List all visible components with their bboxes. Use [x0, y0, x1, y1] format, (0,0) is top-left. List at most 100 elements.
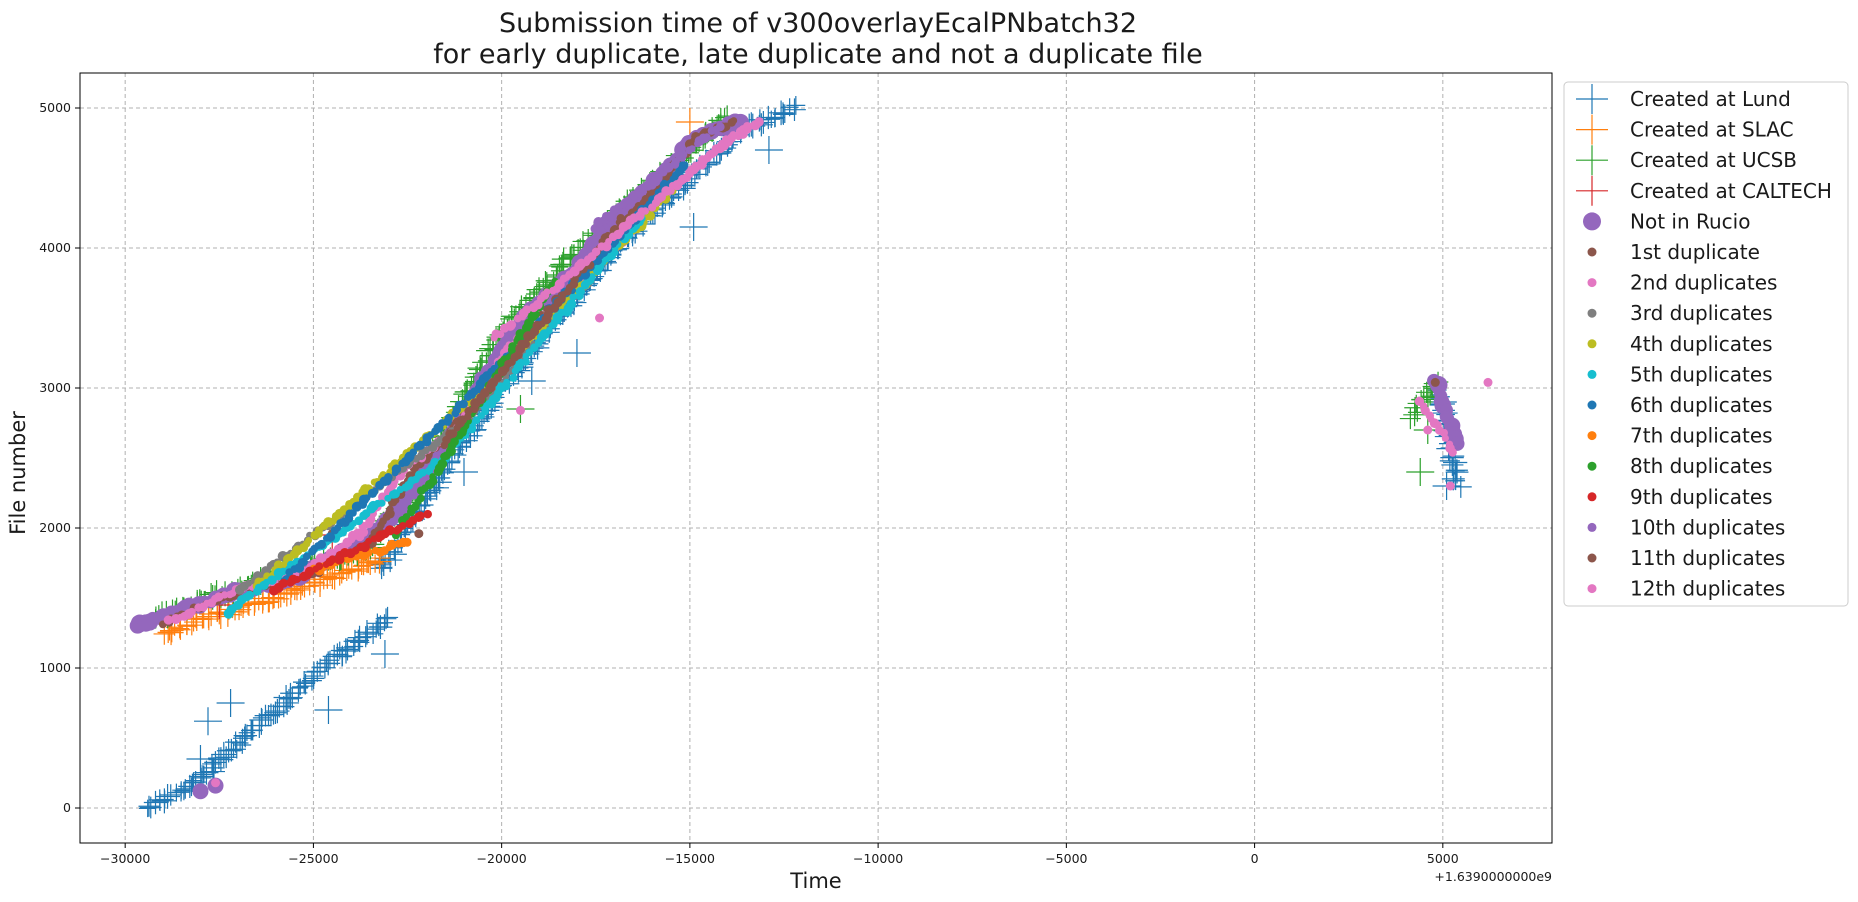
- data-point: [208, 603, 227, 622]
- legend-marker: [1587, 492, 1597, 502]
- data-point: [754, 136, 783, 164]
- series-10th-duplicates: [590, 122, 725, 234]
- legend-item-1st-duplicate: 1st duplicate: [1587, 240, 1760, 264]
- legend-item-not-in-rucio: Not in Rucio: [1583, 209, 1750, 233]
- legend-marker: [1587, 400, 1597, 410]
- legend-label: Not in Rucio: [1630, 209, 1750, 233]
- data-point: [515, 328, 526, 339]
- legend-label: Created at SLAC: [1630, 118, 1794, 142]
- legend-marker: [1576, 175, 1608, 206]
- data-point: [267, 575, 277, 585]
- legend-marker: [1587, 278, 1597, 288]
- data-point: [729, 131, 738, 140]
- plot-data: [129, 95, 1493, 819]
- legend-label: Created at CALTECH: [1630, 179, 1832, 203]
- data-point: [423, 509, 432, 519]
- data-point: [326, 643, 349, 666]
- data-point: [783, 98, 806, 122]
- data-point: [370, 640, 399, 668]
- data-point: [257, 590, 280, 613]
- data-point: [316, 651, 341, 676]
- data-point: [325, 532, 336, 542]
- data-point: [273, 560, 284, 570]
- legend-marker: [1587, 461, 1597, 471]
- data-point: [520, 339, 531, 349]
- data-point: [259, 703, 283, 726]
- data-point: [402, 537, 412, 547]
- data-point: [174, 781, 194, 801]
- data-point: [681, 161, 689, 169]
- data-point: [245, 579, 253, 587]
- data-point: [186, 745, 215, 773]
- legend-item-created-at-slac: Created at SLAC: [1576, 114, 1794, 145]
- data-point: [786, 95, 806, 115]
- data-point: [517, 367, 546, 395]
- data-point: [493, 373, 503, 383]
- data-point: [160, 784, 182, 806]
- legend-label: Created at Lund: [1630, 87, 1791, 111]
- data-point: [216, 689, 245, 717]
- data-point: [399, 521, 407, 530]
- plot-frame: [79, 72, 1553, 844]
- data-point: [305, 536, 313, 544]
- data-point: [416, 494, 425, 503]
- data-point: [1406, 458, 1435, 486]
- legend-label: 7th duplicates: [1630, 424, 1773, 448]
- legend-marker: [1587, 247, 1597, 257]
- data-point: [562, 339, 591, 367]
- chart-subtitle: for early duplicate, late duplicate and …: [433, 39, 1203, 70]
- x-tick-label: 0: [1251, 851, 1259, 866]
- data-point: [1445, 481, 1455, 491]
- data-point: [641, 207, 650, 215]
- data-point: [448, 429, 458, 438]
- x-offset-label: +1.6390000000e9: [1434, 869, 1552, 884]
- legend-marker: [1587, 522, 1597, 532]
- legend-marker: [1576, 84, 1608, 114]
- data-point: [472, 416, 481, 425]
- y-tick-label: 1000: [39, 660, 71, 675]
- legend-marker: [1587, 369, 1597, 379]
- data-point: [444, 413, 453, 423]
- data-point: [1483, 377, 1493, 387]
- legend-marker: [1576, 114, 1608, 145]
- data-point: [1430, 377, 1440, 387]
- data-point: [762, 110, 781, 129]
- x-tick-label: 5000: [1427, 851, 1459, 866]
- data-point: [591, 247, 601, 257]
- data-point: [450, 458, 478, 486]
- data-point: [195, 765, 213, 784]
- legend-item-created-at-lund: Created at Lund: [1576, 84, 1791, 114]
- data-point: [522, 305, 532, 314]
- legend-marker: [1587, 553, 1597, 563]
- legend-item-7th-duplicates: 7th duplicates: [1587, 424, 1773, 448]
- legend-item-10th-duplicates: 10th duplicates: [1587, 515, 1785, 539]
- data-point: [211, 741, 237, 768]
- series-12th-duplicates: [490, 122, 751, 342]
- data-point: [264, 701, 287, 724]
- data-point: [315, 562, 324, 571]
- data-point: [569, 293, 577, 301]
- data-point: [652, 172, 663, 183]
- x-tick-label: −15000: [665, 851, 715, 866]
- data-point: [192, 783, 209, 800]
- legend-label: 6th duplicates: [1630, 393, 1773, 417]
- data-point: [306, 660, 328, 682]
- data-point: [429, 473, 437, 480]
- legend: Created at Lund Created at SLAC Created at…: [1563, 81, 1849, 607]
- data-point: [509, 373, 518, 382]
- y-tick-label: 2000: [39, 520, 71, 535]
- data-point: [543, 288, 551, 296]
- legend-marker: [1583, 212, 1601, 231]
- data-point: [304, 566, 315, 577]
- data-point: [337, 563, 356, 581]
- data-point: [616, 214, 625, 223]
- series-9th-duplicates: [268, 509, 432, 596]
- data-point: [172, 781, 191, 800]
- legend-item-2nd-duplicates: 2nd duplicates: [1587, 271, 1777, 295]
- data-point: [506, 320, 517, 330]
- data-point: [688, 145, 696, 153]
- data-point: [437, 459, 448, 469]
- data-point: [259, 592, 280, 613]
- data-point: [302, 552, 311, 561]
- data-point: [281, 687, 303, 709]
